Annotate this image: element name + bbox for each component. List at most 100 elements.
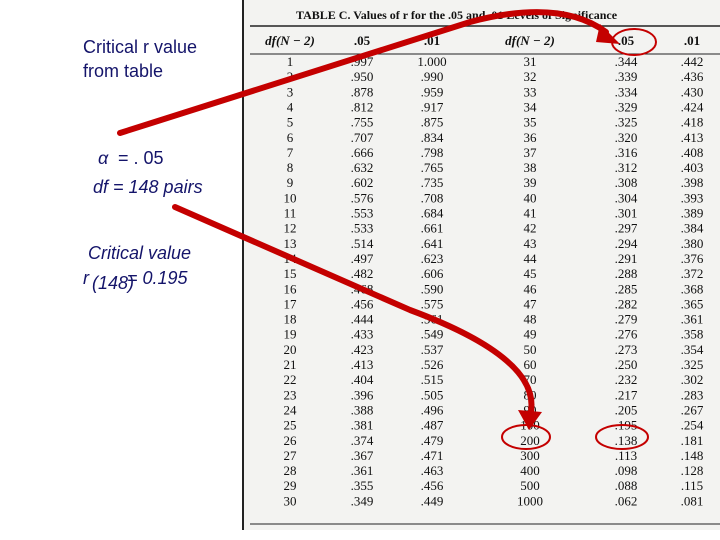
arrowhead xyxy=(596,24,620,44)
table-cell: .372 xyxy=(681,266,704,281)
table-cell: 1 xyxy=(287,54,294,69)
table-cell: .533 xyxy=(351,221,374,236)
table-cell: .959 xyxy=(421,84,444,99)
table: TABLE C. Values of r for the .05 and .01… xyxy=(265,8,704,508)
table-cell: .113 xyxy=(615,448,637,463)
table-cell: .325 xyxy=(615,115,638,130)
table-cell: .302 xyxy=(681,372,704,387)
table-cell: 300 xyxy=(520,448,540,463)
table-cell: 20 xyxy=(284,342,297,357)
table-cell: 400 xyxy=(520,463,540,478)
table-cell: 22 xyxy=(284,372,297,387)
table-cell: .408 xyxy=(681,145,704,160)
table-cell: 30 xyxy=(284,493,297,508)
table-cell: .424 xyxy=(681,99,704,114)
table-cell: .496 xyxy=(421,402,444,417)
table-cell: .361 xyxy=(351,463,374,478)
table-cell: .641 xyxy=(421,236,444,251)
table-cell: 29 xyxy=(284,478,297,493)
table-cell: .834 xyxy=(421,130,444,145)
table-cell: .232 xyxy=(615,372,638,387)
table-cell: .254 xyxy=(681,418,704,433)
table-cell: 19 xyxy=(284,327,297,342)
column-header: .01 xyxy=(684,33,700,48)
table-cell: .590 xyxy=(421,281,444,296)
table-cell: 8 xyxy=(287,160,294,175)
table-cell: 46 xyxy=(524,281,538,296)
table-cell: .755 xyxy=(351,115,374,130)
table-cell: .990 xyxy=(421,69,444,84)
table-cell: .380 xyxy=(681,236,704,251)
table-cell: .273 xyxy=(615,342,638,357)
table-cell: .384 xyxy=(681,221,704,236)
table-cell: .279 xyxy=(615,312,638,327)
table-cell: .497 xyxy=(351,251,374,266)
table-cell: .128 xyxy=(681,463,704,478)
table-cell: 16 xyxy=(284,281,298,296)
table-cell: 41 xyxy=(524,206,537,221)
table-cell: .436 xyxy=(681,69,704,84)
table-cell: .950 xyxy=(351,69,374,84)
table-cell: .062 xyxy=(615,493,638,508)
table-cell: .576 xyxy=(351,190,374,205)
table-cell: .325 xyxy=(681,357,704,372)
column-header: .05 xyxy=(354,33,371,48)
table-cell: .344 xyxy=(615,54,638,69)
table-cell: .376 xyxy=(681,251,704,266)
df-text: df = 148 pairs xyxy=(93,177,203,197)
table-cell: .098 xyxy=(615,463,638,478)
circle xyxy=(501,424,551,450)
table-cell: 7 xyxy=(287,145,294,160)
table-cell: .358 xyxy=(681,327,704,342)
arrow xyxy=(117,9,609,136)
circle xyxy=(595,424,649,450)
table-cell: .418 xyxy=(681,115,704,130)
column-header: .05 xyxy=(618,33,635,48)
table-cell: .423 xyxy=(351,342,374,357)
table-cell: 18 xyxy=(284,312,297,327)
critical-sub: (148) xyxy=(92,273,134,293)
table-cell: .482 xyxy=(351,266,374,281)
table-cell: .505 xyxy=(421,387,444,402)
table-cell: .339 xyxy=(615,69,638,84)
table-cell: .148 xyxy=(681,448,704,463)
table-cell: 6 xyxy=(287,130,294,145)
table-cell: 50 xyxy=(524,342,537,357)
table-cell: .393 xyxy=(681,190,704,205)
table-cell: .449 xyxy=(421,493,444,508)
table-cell: .367 xyxy=(351,448,374,463)
table-cell: 35 xyxy=(524,115,537,130)
column-header: df(N − 2) xyxy=(265,33,315,48)
table-cell: .205 xyxy=(615,402,638,417)
table-cell: 11 xyxy=(284,206,297,221)
table-cell: 40 xyxy=(524,190,537,205)
table-cell: .404 xyxy=(351,372,374,387)
table-cell: .312 xyxy=(615,160,638,175)
table-cell: .308 xyxy=(615,175,638,190)
table-cell: .316 xyxy=(615,145,638,160)
table-cell: .334 xyxy=(615,84,638,99)
table-cell: .765 xyxy=(421,160,444,175)
table-cell: .403 xyxy=(681,160,704,175)
table-cell: 1.000 xyxy=(417,54,446,69)
table-cell: 32 xyxy=(524,69,537,84)
note-line: from table xyxy=(83,61,163,81)
table-cell: .320 xyxy=(615,130,638,145)
table-cell: 1000 xyxy=(517,493,543,508)
table-cell: .115 xyxy=(681,478,703,493)
table-cell: 39 xyxy=(524,175,537,190)
table-cell: .355 xyxy=(351,478,374,493)
table-cell: 37 xyxy=(524,145,538,160)
critical-value: = 0.195 xyxy=(127,268,189,288)
table-cell: .537 xyxy=(421,342,444,357)
table-cell: .456 xyxy=(421,478,444,493)
table-cell: 33 xyxy=(524,84,537,99)
table-cell: 24 xyxy=(284,402,298,417)
table-cell: 47 xyxy=(524,296,538,311)
table-cell: .471 xyxy=(421,448,444,463)
table-cell: .444 xyxy=(351,312,374,327)
table-cell: .282 xyxy=(615,296,638,311)
table-cell: .433 xyxy=(351,327,374,342)
table-cell: .285 xyxy=(615,281,638,296)
